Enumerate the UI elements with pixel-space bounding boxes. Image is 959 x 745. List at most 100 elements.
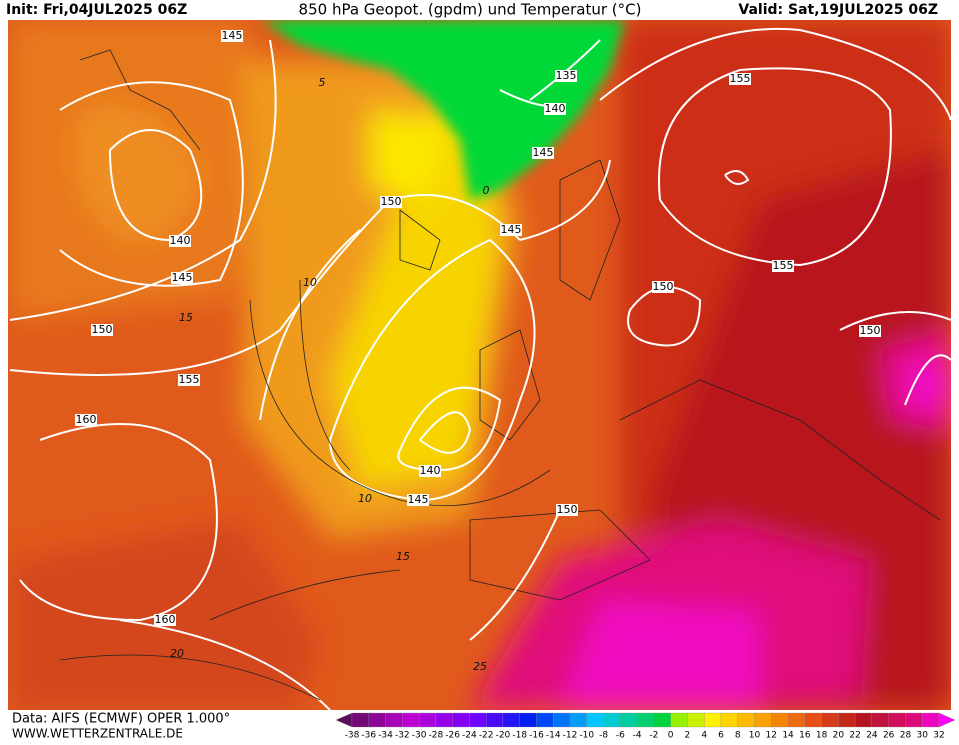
- temperature-label: 20: [170, 647, 184, 660]
- colorbar: -38 -36 -34 -32 -30 -28 -26 -24 -22 -20 -18 -16 -14-…: [335, 712, 956, 741]
- label-background: [419, 465, 441, 477]
- colorbar-label: -26: [445, 731, 460, 741]
- colorbar-segment: [603, 712, 621, 728]
- colorbar-segment: [771, 712, 789, 728]
- colorbar-label: -38: [345, 731, 360, 741]
- temperature-label: 10: [303, 276, 317, 289]
- colorbar-label: 8: [735, 731, 741, 741]
- label-background: [500, 224, 522, 236]
- colorbar-segment: [536, 712, 554, 728]
- geopotential-label: 150: [653, 280, 674, 293]
- label-background: [154, 614, 176, 626]
- geopotential-label: 145: [222, 29, 243, 42]
- colorbar-label: 0: [668, 731, 674, 741]
- geopotential-label: 155: [179, 373, 200, 386]
- colorbar-segment: [653, 712, 671, 728]
- temperature-label: 25: [473, 660, 487, 673]
- colorbar-label: -14: [546, 731, 561, 741]
- colorbar-segment: [737, 712, 755, 728]
- colorbar-label: 20: [833, 731, 845, 741]
- geopotential-label: 140: [170, 234, 191, 247]
- colorbar-segment: [351, 712, 369, 728]
- colorbar-label: 18: [816, 731, 828, 741]
- colorbar-segment: [905, 712, 923, 728]
- colorbar-segment: [787, 712, 805, 728]
- colorbar-label: -28: [429, 731, 444, 741]
- colorbar-label: 12: [766, 731, 777, 741]
- colorbar-segment: [586, 712, 604, 728]
- geopotential-label: 160: [76, 413, 97, 426]
- colorbar-segment: [519, 712, 537, 728]
- colorbar-segment: [754, 712, 772, 728]
- colorbar-segment: [838, 712, 856, 728]
- geopotential-label: 145: [501, 223, 522, 236]
- label-background: [532, 147, 554, 159]
- map-title: 850 hPa Geopot. (gpdm) und Temperatur (°…: [299, 1, 642, 19]
- colorbar-label: 16: [799, 731, 811, 741]
- label-background: [171, 272, 193, 284]
- colorbar-label: -22: [479, 731, 494, 741]
- colorbar-segment: [804, 712, 822, 728]
- colorbar-segment: [553, 712, 571, 728]
- temperature-field: [8, 20, 951, 710]
- label-background: [859, 325, 881, 337]
- colorbar-segment: [704, 712, 722, 728]
- geopotential-label: 145: [533, 146, 554, 159]
- colorbar-label: -30: [412, 731, 427, 741]
- colorbar-segment: [502, 712, 520, 728]
- label-background: [178, 374, 200, 386]
- colorbar-label: -6: [616, 731, 625, 741]
- geopotential-label: 150: [557, 503, 578, 516]
- colorbar-label: -4: [633, 731, 642, 741]
- colorbar-segment: [620, 712, 638, 728]
- geopotential-label: 145: [408, 493, 429, 506]
- data-source: Data: AIFS (ECMWF) OPER 1.000°: [12, 712, 230, 727]
- geopotential-label: 150: [860, 324, 881, 337]
- geopotential-label: 135: [556, 69, 577, 82]
- geopotential-label: 150: [92, 323, 113, 336]
- colorbar-label: -16: [529, 731, 544, 741]
- colorbar-label: -24: [462, 731, 477, 741]
- colorbar-segment: [402, 712, 420, 728]
- geopotential-label: 145: [172, 271, 193, 284]
- label-background: [555, 70, 577, 82]
- colorbar-segment: [636, 712, 655, 728]
- colorbar-label: -32: [395, 731, 410, 741]
- colorbar-label: -8: [599, 731, 608, 741]
- colorbar-segment: [670, 712, 688, 728]
- geopotential-contours: [9, 27, 951, 710]
- label-background: [75, 414, 97, 426]
- label-background: [91, 324, 113, 336]
- temperature-label: 15: [396, 550, 410, 563]
- colorbar-segment: [469, 712, 487, 728]
- label-background: [407, 494, 429, 506]
- colorbar-label: 28: [900, 731, 912, 741]
- website: WWW.WETTERZENTRALE.DE: [12, 727, 183, 741]
- label-background: [544, 103, 566, 115]
- temperature-label: 0: [483, 184, 490, 197]
- label-background: [221, 30, 243, 42]
- colorbar-segment: [922, 712, 940, 728]
- init-time: Init: Fri,04JUL2025 06Z: [6, 2, 187, 18]
- temperature-label: 15: [179, 311, 193, 324]
- colorbar-segment: [821, 712, 839, 728]
- colorbar-segment: [368, 712, 386, 728]
- geopotential-label: 155: [773, 259, 794, 272]
- geopotential-label: 160: [155, 613, 176, 626]
- colorbar-segment: [418, 712, 437, 728]
- label-background: [556, 504, 578, 516]
- temperature-label: 10: [358, 492, 372, 505]
- colorbar-segment: [435, 712, 453, 728]
- colorbar-label: 22: [849, 731, 860, 741]
- colorbar-label: 6: [718, 731, 724, 741]
- label-background: [729, 73, 751, 85]
- colorbar-label: -10: [579, 731, 594, 741]
- label-background: [652, 281, 674, 293]
- valid-time: Valid: Sat,19JUL2025 06Z: [738, 2, 938, 18]
- colorbar-segment: [569, 712, 587, 728]
- label-background: [380, 196, 402, 208]
- geopotential-label: 140: [420, 464, 441, 477]
- geopotential-label: 150: [381, 195, 402, 208]
